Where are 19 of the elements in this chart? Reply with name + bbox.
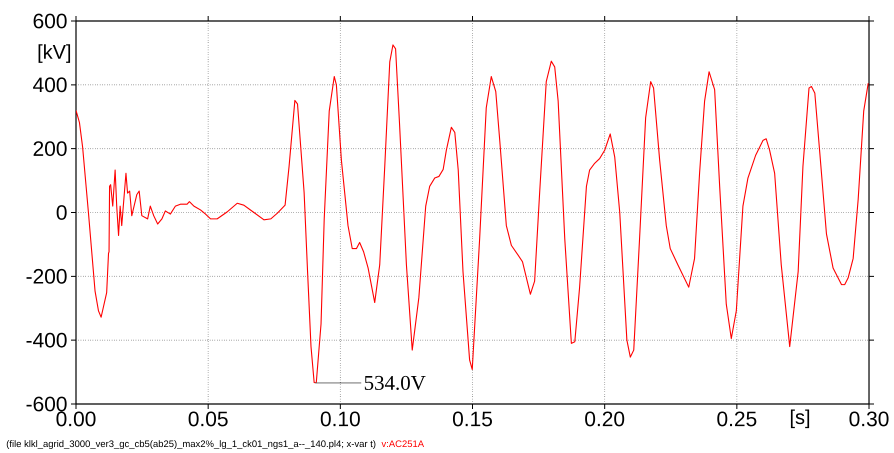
text: v:AC251A (382, 440, 424, 448)
y-tick-label: -200 (26, 268, 67, 284)
x-tick-label: 0.20 (585, 412, 624, 426)
y-tick-label: 200 (34, 141, 67, 156)
x-tick-label: 0.15 (452, 412, 492, 426)
x-tick-label: 0.25 (717, 412, 756, 426)
x-tick-label: 0.30 (849, 412, 889, 426)
y-tick-label: -400 (26, 332, 67, 348)
x-tick-label: 0.00 (56, 412, 96, 426)
x-tick-label: 0.05 (188, 412, 228, 426)
y-tick-label: 600 (34, 14, 67, 28)
x-tick-label: 0.10 (320, 412, 360, 426)
y-axis-title: [kV] (38, 44, 70, 63)
y-tick-label: -600 (26, 396, 67, 412)
y-tick-label: 0 (56, 205, 67, 220)
annotation: 534.0V (364, 376, 426, 390)
text: (file klkl_agrid_3000_ver3_gc_cb5(ab25)_max2%_lg_1_ck01_ngs1_a--_140.pl4; x-var t) (6, 440, 376, 449)
y-tick-label: 400 (33, 77, 67, 92)
x-axis-title: [s] (790, 410, 810, 428)
